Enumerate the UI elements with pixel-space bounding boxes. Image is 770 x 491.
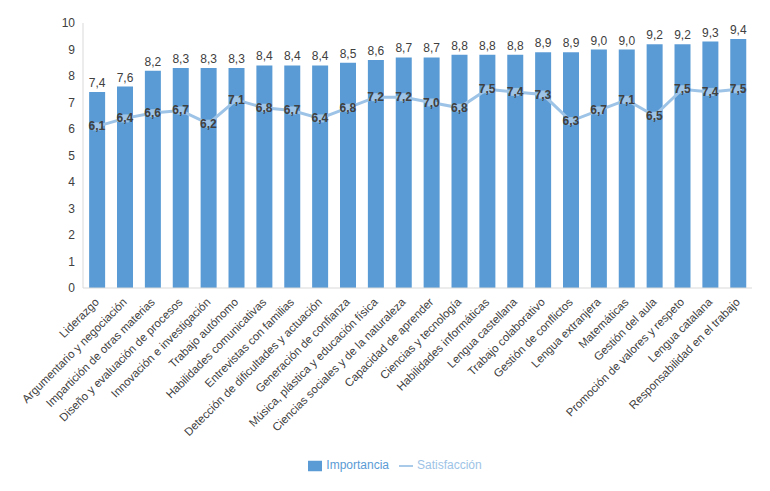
html-text:Importancia: Importancia: [326, 458, 389, 472]
svg-text:1: 1: [68, 255, 75, 269]
svg-text:Habilidades comunicativas: Habilidades comunicativas: [164, 296, 269, 401]
svg-text:6,1: 6,1: [89, 119, 106, 133]
svg-text:6: 6: [68, 122, 75, 136]
svg-text:Argumentario y negociación: Argumentario y negociación: [19, 295, 130, 405]
svg-text:Generación de confianza: Generación de confianza: [253, 295, 353, 395]
svg-text:7,3: 7,3: [535, 88, 552, 102]
svg-text:Ciencias sociales y de la natu: Ciencias sociales y de la naturaleza: [270, 295, 408, 434]
svg-text:8,9: 8,9: [563, 36, 580, 50]
svg-text:Detección de dificultades y ac: Detección de dificultades y actuación: [181, 295, 325, 439]
svg-text:Habilidades informáticas: Habilidades informáticas: [394, 295, 492, 393]
svg-text:0: 0: [68, 281, 75, 295]
svg-text:3: 3: [68, 202, 75, 216]
svg-text:Diseño y evaluación de proceso: Diseño y evaluación de procesos: [57, 296, 185, 424]
svg-text:7,4: 7,4: [507, 85, 524, 99]
svg-text:8,2: 8,2: [145, 55, 162, 69]
svg-text:Música, plástica y educación f: Música, plástica y educación física: [246, 295, 380, 429]
svg-text:9,3: 9,3: [702, 26, 719, 40]
svg-text:8,3: 8,3: [172, 52, 189, 66]
svg-text:2: 2: [68, 228, 75, 242]
svg-text:7,4: 7,4: [702, 85, 719, 99]
svg-text:8,5: 8,5: [340, 47, 357, 61]
svg-text:4: 4: [68, 175, 75, 189]
svg-text:6,7: 6,7: [284, 103, 301, 117]
svg-text:Liderazgo: Liderazgo: [57, 295, 102, 340]
svg-text:Lengua extranjera: Lengua extranjera: [528, 295, 603, 370]
svg-text:8,8: 8,8: [507, 39, 524, 53]
svg-text:6,8: 6,8: [256, 101, 273, 115]
svg-text:Lengua castellana: Lengua castellana: [444, 295, 520, 371]
svg-text:9,2: 9,2: [646, 28, 663, 42]
svg-text:6,7: 6,7: [590, 103, 607, 117]
svg-text:10: 10: [62, 16, 76, 30]
svg-text:7,5: 7,5: [674, 82, 691, 96]
svg-text:8: 8: [68, 69, 75, 83]
svg-text:Responsabilidad en el trabajo: Responsabilidad en el trabajo: [627, 296, 743, 412]
svg-text:5: 5: [68, 149, 75, 163]
svg-text:6,3: 6,3: [562, 114, 579, 128]
svg-text:8,6: 8,6: [368, 44, 385, 58]
svg-text:9,0: 9,0: [618, 34, 635, 48]
svg-text:7,4: 7,4: [89, 76, 106, 90]
svg-text:6,4: 6,4: [312, 111, 329, 125]
svg-text:6,8: 6,8: [451, 101, 468, 115]
svg-text:6,2: 6,2: [200, 117, 217, 131]
svg-text:8,8: 8,8: [451, 39, 468, 53]
svg-text:Gestión del aula: Gestión del aula: [591, 295, 659, 363]
svg-text:Impartición de otras materias: Impartición de otras materias: [44, 296, 158, 410]
svg-text:7,6: 7,6: [117, 71, 134, 85]
svg-text:8,3: 8,3: [228, 52, 245, 66]
svg-text:8,4: 8,4: [284, 49, 301, 63]
svg-text:Promoción de valores y respeto: Promoción de valores y respeto: [564, 296, 687, 419]
svg-text:8,3: 8,3: [200, 52, 217, 66]
svg-text:9,0: 9,0: [591, 34, 608, 48]
svg-text:8,9: 8,9: [535, 36, 552, 50]
svg-text:7,0: 7,0: [423, 96, 440, 110]
svg-text:6,6: 6,6: [144, 106, 161, 120]
svg-text:7,1: 7,1: [228, 93, 245, 107]
svg-text:7,1: 7,1: [618, 93, 635, 107]
svg-text:6,5: 6,5: [646, 109, 663, 123]
svg-text:Trabajo colaborativo: Trabajo colaborativo: [465, 295, 548, 378]
svg-text:8,8: 8,8: [479, 39, 496, 53]
svg-text:Ciencias y tecnología: Ciencias y tecnología: [377, 295, 464, 382]
html-text:Satisfacción: Satisfacción: [417, 458, 482, 472]
svg-text:Gestión de conflictos: Gestión de conflictos: [491, 295, 576, 380]
svg-text:8,4: 8,4: [312, 49, 329, 63]
svg-text:Lengua catalana: Lengua catalana: [645, 295, 715, 365]
svg-text:6,7: 6,7: [172, 103, 189, 117]
svg-text:Capacidad de aprender: Capacidad de aprender: [342, 295, 436, 390]
svg-text:Innovación e investigación: Innovación e investigación: [108, 295, 213, 400]
svg-text:8,7: 8,7: [395, 41, 412, 55]
svg-text:9: 9: [68, 43, 75, 57]
svg-text:6,8: 6,8: [339, 101, 356, 115]
svg-text:8,7: 8,7: [423, 41, 440, 55]
svg-text:7,2: 7,2: [395, 90, 412, 104]
svg-text:9,4: 9,4: [730, 23, 747, 37]
svg-text:8,4: 8,4: [256, 49, 273, 63]
svg-text:7,2: 7,2: [367, 90, 384, 104]
svg-text:7,5: 7,5: [730, 82, 747, 96]
svg-text:Matemáticas: Matemáticas: [576, 295, 631, 351]
svg-text:6,4: 6,4: [116, 111, 133, 125]
svg-text:9,2: 9,2: [674, 28, 691, 42]
svg-text:Entrevistas con familias: Entrevistas con familias: [202, 295, 297, 390]
svg-text:7,5: 7,5: [479, 82, 496, 96]
svg-text:Trabajo autónomo: Trabajo autónomo: [166, 295, 241, 370]
svg-text:7: 7: [68, 96, 75, 110]
